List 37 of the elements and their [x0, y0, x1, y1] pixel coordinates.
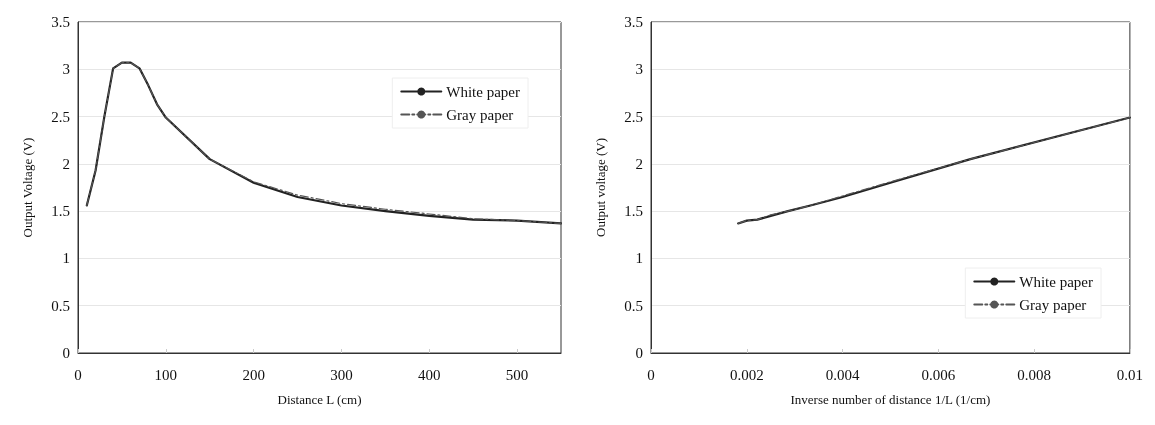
x-tick-label: 0.01 — [1116, 366, 1143, 383]
x-tick-label: 500 — [505, 366, 529, 383]
x-tick-label: 0 — [74, 366, 82, 383]
x-tick-label: 200 — [242, 366, 265, 383]
y-tick-label: 2.5 — [624, 108, 643, 125]
x-tick-label: 0.002 — [729, 366, 764, 383]
y-tick-label: 0 — [635, 345, 643, 361]
y-tick-label: 3 — [62, 61, 70, 78]
x-tick-label: 100 — [154, 366, 178, 383]
x-tick-label: 0.004 — [825, 366, 860, 383]
legend-label: White paper — [446, 83, 521, 100]
y-tick-label: 1 — [635, 250, 643, 267]
x-tick-label: 400 — [418, 366, 441, 383]
legend-label: White paper — [1019, 273, 1094, 290]
legend-label: Gray paper — [446, 106, 514, 123]
line-series — [737, 116, 1131, 225]
y-tick-label: 0.5 — [624, 297, 643, 314]
y-tick-label: 3 — [635, 61, 643, 78]
y-tick-label: 2 — [635, 155, 643, 172]
y-tick-label: 3.5 — [624, 14, 643, 30]
y-tick-label: 1.5 — [624, 203, 643, 220]
x-tick-label: 0.008 — [1017, 366, 1051, 383]
y-tick-label: 0 — [62, 345, 70, 361]
y-tick-label: 0.5 — [51, 297, 70, 314]
x-tick-label: 0.006 — [921, 366, 956, 383]
y-tick-label: 3.5 — [51, 14, 70, 30]
x-tick-label: 300 — [330, 366, 353, 383]
y-tick-label: 1 — [62, 250, 70, 267]
x-axis-title: Inverse number of distance 1/L (1/cm) — [790, 392, 991, 407]
y-tick-label: 1.5 — [51, 203, 70, 220]
y-tick-label: 2 — [62, 155, 70, 172]
y-axis-title: Output voltage (V) — [593, 138, 608, 237]
y-tick-label: 2.5 — [51, 108, 70, 125]
legend-label: Gray paper — [1019, 296, 1087, 313]
x-tick-label: 0 — [647, 366, 655, 383]
x-axis-title: Distance L (cm) — [277, 392, 362, 407]
y-axis-title: Output Voltage (V) — [20, 137, 35, 238]
